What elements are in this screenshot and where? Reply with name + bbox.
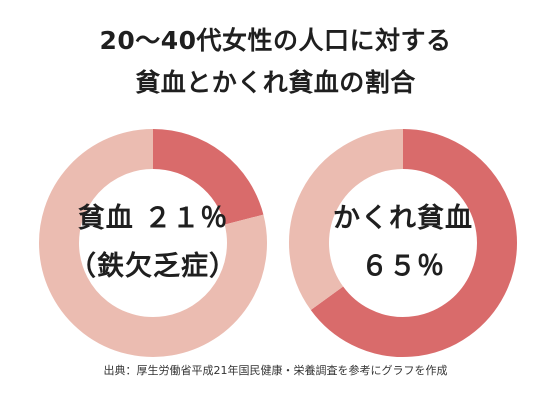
donut-label-anemia-line2: （鉄欠乏症） (69, 251, 237, 282)
donut-slice-0-0 (152, 129, 264, 226)
chart-title-line2: 貧血とかくれ貧血の割合 (135, 68, 416, 97)
chart-title: 20〜40代女性の人口に対する 貧血とかくれ貧血の割合 (0, 20, 551, 104)
donut-label-anemia-line1: 貧血 ２１％ (77, 203, 229, 234)
donut-chart-hidden-anemia (289, 129, 517, 357)
donut-chart-anemia (39, 129, 267, 357)
donut-slice-1-1 (289, 129, 404, 310)
donut-slice-0-1 (39, 129, 267, 357)
donut-label-hidden-anemia: かくれ貧血 ６５％ (303, 195, 503, 291)
donut-label-hidden-anemia-line2: ６５％ (361, 251, 445, 282)
donut-label-anemia: 貧血 ２１％ （鉄欠乏症） (53, 195, 253, 291)
chart-title-line1: 20〜40代女性の人口に対する (99, 26, 452, 55)
donut-slice-1-0 (310, 129, 517, 357)
source-note: 出典：厚生労働省平成21年国民健康・栄養調査を参考にグラフを作成 (103, 364, 448, 377)
donut-label-hidden-anemia-line1: かくれ貧血 (333, 203, 473, 234)
